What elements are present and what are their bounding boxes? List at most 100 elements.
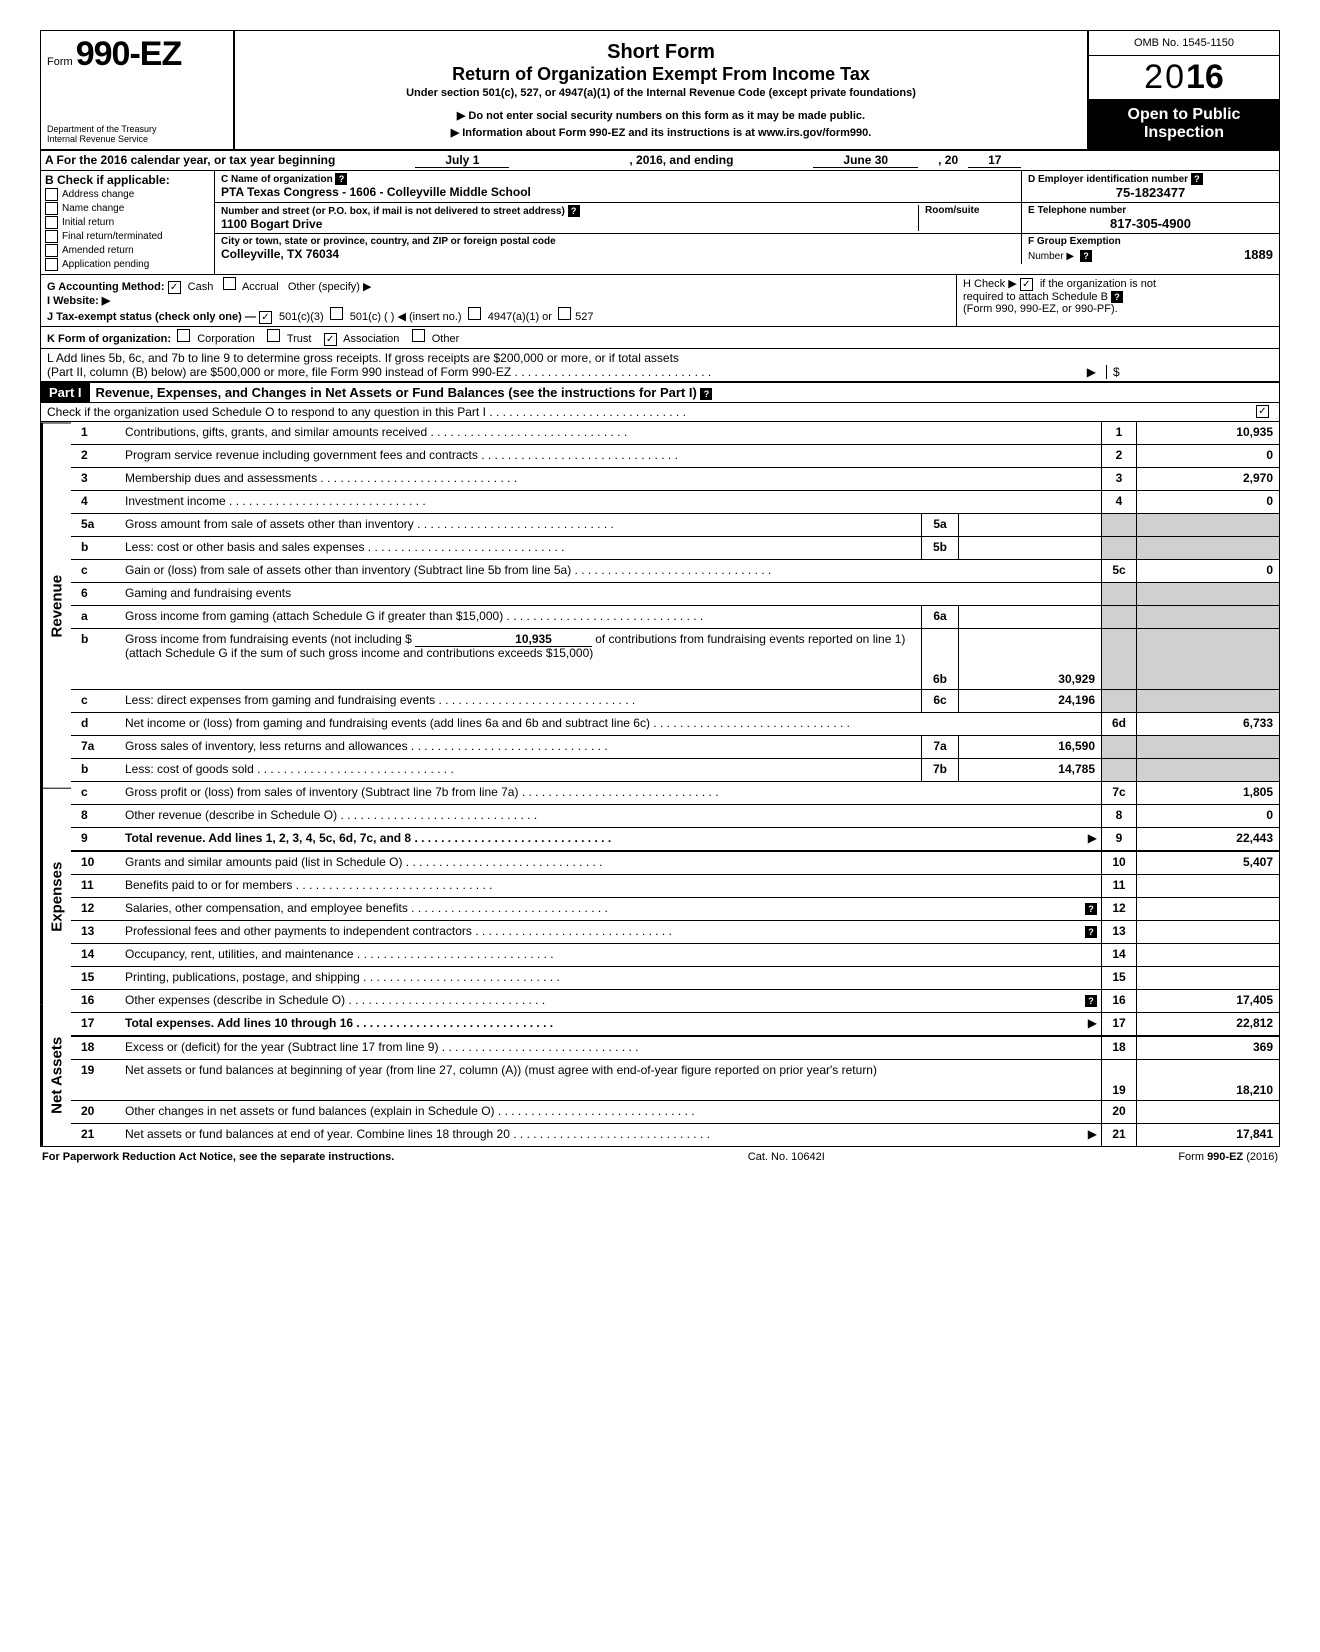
chk-corp[interactable] — [177, 329, 190, 342]
section-c-address: Number and street (or P.O. box, if mail … — [215, 203, 1022, 233]
box-val: 2,970 — [1136, 468, 1279, 490]
line-2: 2 Program service revenue including gove… — [71, 445, 1279, 468]
g-label: G Accounting Method: — [47, 281, 165, 293]
part1-title: Revenue, Expenses, and Changes in Net As… — [90, 383, 1279, 402]
box-num-shaded — [1101, 606, 1136, 628]
form-990ez: Form 990-EZ Department of the Treasury I… — [40, 30, 1280, 1147]
box-num: 6d — [1101, 713, 1136, 735]
box-val-shaded — [1136, 690, 1279, 712]
section-b: B Check if applicable: Address change Na… — [41, 171, 215, 274]
line-num: b — [71, 629, 121, 689]
chk-schedule-b[interactable]: ✓ — [1020, 278, 1033, 291]
line-9: 9 Total revenue. Add lines 1, 2, 3, 4, 5… — [71, 828, 1279, 852]
mid-box-val — [958, 514, 1101, 536]
help-icon[interactable]: ? — [1085, 926, 1097, 938]
box-num: 9 — [1101, 828, 1136, 850]
box-num: 14 — [1101, 944, 1136, 966]
box-num: 13 — [1101, 921, 1136, 943]
box-val — [1136, 967, 1279, 989]
box-val: 1,805 — [1136, 782, 1279, 804]
chk-accrual[interactable] — [223, 277, 236, 290]
line-desc: Total expenses. Add lines 10 through 16 — [125, 1016, 1082, 1030]
section-e: E Telephone number 817-305-4900 — [1022, 203, 1279, 233]
line-desc: Net income or (loss) from gaming and fun… — [125, 716, 1097, 730]
box-num: 20 — [1101, 1101, 1136, 1123]
g-other: Other (specify) ▶ — [288, 281, 372, 293]
city-value: Colleyville, TX 76034 — [221, 247, 1015, 261]
chk-trust[interactable] — [267, 329, 280, 342]
section-f: F Group Exemption Number ▶ ? 1889 — [1022, 234, 1279, 264]
line-num: 5a — [71, 514, 121, 536]
line-12: 12Salaries, other compensation, and empl… — [71, 898, 1279, 921]
chk-application-pending[interactable]: Application pending — [45, 258, 210, 271]
help-icon[interactable]: ? — [1085, 903, 1097, 915]
chk-label: Name change — [62, 203, 124, 214]
box-val: 22,812 — [1136, 1013, 1279, 1035]
box-val — [1136, 898, 1279, 920]
line-desc: Gross income from gaming (attach Schedul… — [125, 609, 917, 623]
row-a-suffix: , 20 — [938, 153, 958, 167]
line-1: 1 Contributions, gifts, grants, and simi… — [71, 422, 1279, 445]
addr-label: Number and street (or P.O. box, if mail … — [221, 206, 565, 217]
chk-name-change[interactable]: Name change — [45, 202, 210, 215]
chk-cash[interactable]: ✓ — [168, 281, 181, 294]
chk-amended-return[interactable]: Amended return — [45, 244, 210, 257]
e-label: E Telephone number — [1028, 205, 1273, 216]
line-desc: Gaming and fundraising events — [125, 586, 291, 600]
box-num: 5c — [1101, 560, 1136, 582]
help-icon[interactable]: ? — [335, 173, 347, 185]
checkbox-icon — [45, 188, 58, 201]
help-icon[interactable]: ? — [1085, 995, 1097, 1007]
l-dollar: $ — [1106, 365, 1273, 379]
open-to-public: Open to Public Inspection — [1089, 100, 1279, 149]
line-num: 1 — [71, 422, 121, 444]
chk-501c[interactable] — [330, 307, 343, 320]
footer-right-suf: (2016) — [1243, 1151, 1278, 1163]
chk-501c3[interactable]: ✓ — [259, 311, 272, 324]
help-icon[interactable]: ? — [700, 388, 712, 400]
subtitle: Under section 501(c), 527, or 4947(a)(1)… — [243, 87, 1079, 99]
chk-address-change[interactable]: Address change — [45, 188, 210, 201]
help-icon[interactable]: ? — [1111, 291, 1123, 303]
line-5c: c Gain or (loss) from sale of assets oth… — [71, 560, 1279, 583]
chk-sched-o[interactable]: ✓ — [1256, 405, 1269, 418]
part1-title-text: Revenue, Expenses, and Changes in Net As… — [96, 385, 697, 400]
j-o2: 501(c) ( — [350, 311, 388, 323]
row-a-yy: 17 — [968, 153, 1021, 168]
g-cash: Cash — [188, 281, 214, 293]
line-num: 18 — [71, 1037, 121, 1059]
chk-final-return[interactable]: Final return/terminated — [45, 230, 210, 243]
f-num-label: Number ▶ — [1028, 251, 1074, 262]
footer-right-form: 990-EZ — [1207, 1151, 1243, 1163]
chk-label: Initial return — [62, 217, 114, 228]
j-o3: ) ◀ (insert no.) — [391, 311, 462, 323]
chk-527[interactable] — [558, 307, 571, 320]
line-5a: 5a Gross amount from sale of assets othe… — [71, 514, 1279, 537]
line-8: 8 Other revenue (describe in Schedule O)… — [71, 805, 1279, 828]
line-num: c — [71, 782, 121, 804]
help-icon[interactable]: ? — [1191, 173, 1203, 185]
line-desc: Total revenue. Add lines 1, 2, 3, 4, 5c,… — [125, 831, 1082, 845]
box-val: 10,935 — [1136, 422, 1279, 444]
city-label: City or town, state or province, country… — [221, 236, 1015, 247]
row-g: G Accounting Method: ✓ Cash Accrual Othe… — [47, 277, 950, 294]
box-val: 369 — [1136, 1037, 1279, 1059]
box-val-shaded — [1136, 606, 1279, 628]
help-icon[interactable]: ? — [1080, 250, 1092, 262]
k-label: K Form of organization: — [47, 333, 171, 345]
line-19: 19Net assets or fund balances at beginni… — [71, 1060, 1279, 1101]
box-num-shaded — [1101, 629, 1136, 689]
line-num: 12 — [71, 898, 121, 920]
chk-4947[interactable] — [468, 307, 481, 320]
help-icon[interactable]: ? — [568, 205, 580, 217]
mid-box-num: 5b — [921, 537, 958, 559]
line-17: 17Total expenses. Add lines 10 through 1… — [71, 1013, 1279, 1037]
box-val-shaded — [1136, 537, 1279, 559]
line-6c: c Less: direct expenses from gaming and … — [71, 690, 1279, 713]
box-val-shaded — [1136, 736, 1279, 758]
j-label: J Tax-exempt status (check only one) — — [47, 311, 256, 323]
chk-other-org[interactable] — [412, 329, 425, 342]
line-desc: Gross sales of inventory, less returns a… — [125, 739, 917, 753]
chk-assoc[interactable]: ✓ — [324, 333, 337, 346]
chk-initial-return[interactable]: Initial return — [45, 216, 210, 229]
